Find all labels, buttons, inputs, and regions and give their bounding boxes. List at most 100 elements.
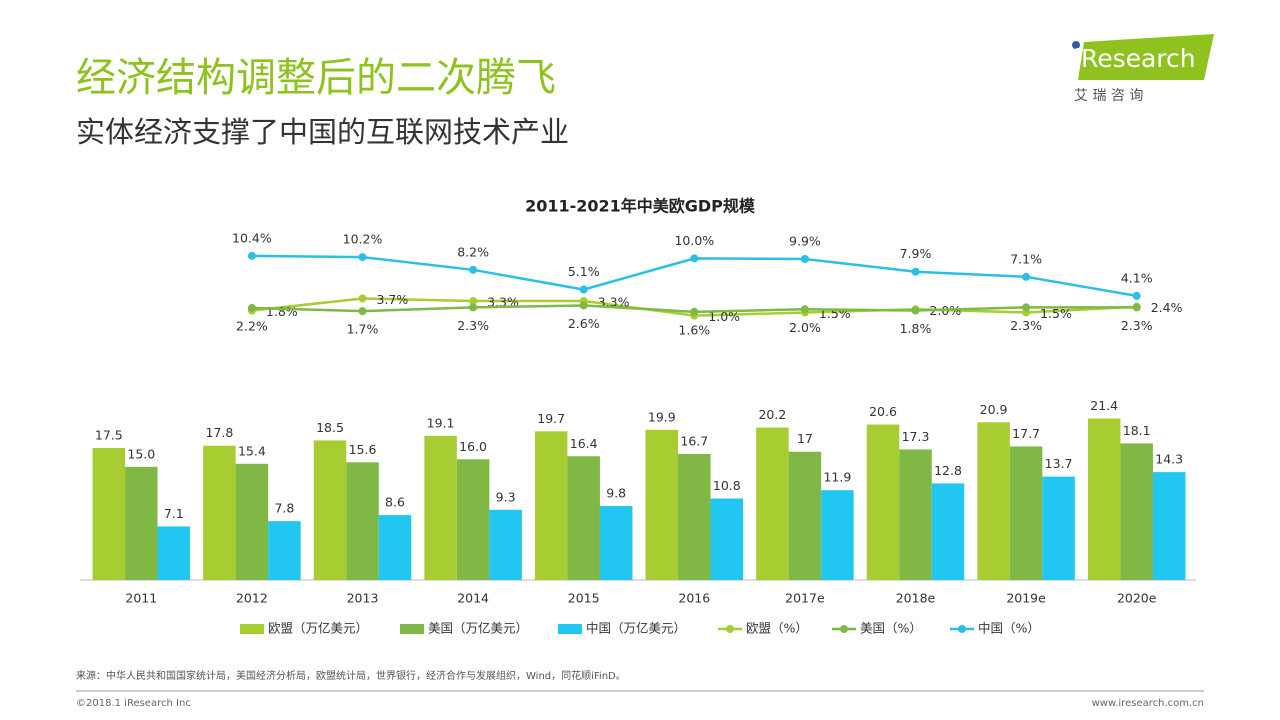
x-tick-label: 2013 [347, 591, 379, 606]
bar [788, 451, 822, 580]
slide-title: 经济结构调整后的二次腾飞 [76, 55, 556, 101]
bar [821, 490, 854, 580]
slide-subtitle: 实体经济支撑了中国的互联网技术产业 [76, 115, 569, 149]
bar [645, 429, 679, 580]
line-point [911, 306, 920, 315]
x-tick-label: 2017e [785, 591, 825, 606]
line-point [690, 254, 699, 263]
bar-label: 9.8 [606, 486, 626, 501]
bar [378, 515, 412, 580]
line-label: 7.1% [1010, 251, 1042, 266]
bar [1042, 476, 1075, 580]
x-tick-label: 2016 [678, 591, 710, 606]
x-tick-label: 2015 [568, 591, 600, 606]
bar [125, 466, 158, 580]
line-point [579, 301, 588, 310]
line-point [690, 307, 699, 316]
chart-title: 2011-2021年中美欧GDP规模 [525, 197, 756, 216]
bar [899, 449, 932, 580]
bar [424, 435, 457, 580]
bar-label: 15.6 [349, 442, 377, 457]
bar [1009, 446, 1043, 580]
bar [931, 483, 965, 580]
line-point [1132, 291, 1141, 300]
line-label: 10.0% [674, 233, 714, 248]
bar-label: 11.9 [823, 470, 851, 485]
bar-label: 7.8 [274, 501, 294, 516]
bar [977, 422, 1010, 580]
bar-label: 17.5 [95, 427, 123, 442]
line-point [800, 305, 809, 314]
copyright: ©2018.1 iResearch Inc [76, 698, 191, 709]
legend-label: 中国（万亿美元） [586, 621, 686, 636]
logo-badge [1078, 34, 1214, 80]
line-label: 2.3% [457, 318, 489, 333]
bar-label: 15.0 [127, 446, 155, 461]
bar-label: 7.1 [164, 506, 184, 521]
bar-label: 18.5 [316, 420, 344, 435]
bar-label: 9.3 [496, 489, 516, 504]
line-label: 1.5% [819, 306, 851, 321]
bar [1152, 472, 1186, 580]
bar-label: 19.7 [537, 411, 565, 426]
legend-swatch [840, 625, 848, 633]
line-label: 1.6% [678, 322, 710, 337]
bar [203, 445, 236, 580]
line-label: 5.1% [568, 264, 600, 279]
bar-label: 21.4 [1090, 398, 1118, 413]
bar [567, 456, 600, 580]
legend-swatch [400, 624, 424, 634]
x-tick-label: 2020e [1117, 591, 1157, 606]
line-label: 2.3% [1010, 318, 1042, 333]
legend-label: 欧盟（万亿美元） [268, 621, 368, 636]
line-point [579, 285, 588, 294]
line-label: 2.6% [568, 316, 600, 331]
bar [313, 440, 347, 580]
line-label: 3.7% [377, 292, 409, 307]
legend-swatch [726, 625, 734, 633]
line-point [358, 294, 367, 303]
bar-label: 17.7 [1012, 426, 1040, 441]
bar [866, 424, 900, 580]
bar-label: 16.7 [680, 433, 708, 448]
bar-label: 15.4 [238, 443, 266, 458]
line-point [469, 303, 478, 312]
legend-label: 美国（万亿美元） [428, 621, 528, 636]
legend-label: 欧盟（%） [746, 621, 808, 636]
bar-label: 17.3 [902, 429, 930, 444]
bar-label: 13.7 [1045, 456, 1073, 471]
bar [157, 526, 191, 580]
bar-label: 17.8 [205, 425, 233, 440]
bar-label: 16.0 [459, 439, 487, 454]
legend-swatch [240, 624, 264, 634]
bar [489, 509, 522, 580]
bar-label: 20.9 [980, 402, 1008, 417]
line-label: 7.9% [900, 246, 932, 261]
legend-label: 美国（%） [860, 621, 922, 636]
bar [268, 521, 301, 580]
line-point [469, 297, 478, 305]
bar-label: 20.2 [758, 407, 786, 422]
line-label: 2.4% [1151, 300, 1183, 315]
bar-label: 16.4 [570, 436, 598, 451]
bar-label: 8.6 [385, 495, 405, 510]
bar-label: 10.8 [713, 478, 741, 493]
bar [678, 453, 711, 580]
line-label: 1.7% [347, 322, 379, 337]
bar [710, 498, 744, 580]
line-point [247, 304, 256, 312]
bar-label: 19.9 [648, 409, 676, 424]
line-label: 1.8% [900, 321, 932, 336]
x-tick-label: 2014 [457, 591, 489, 606]
bar [756, 427, 789, 580]
bar-label: 19.1 [427, 415, 455, 430]
logo-brand: iResearch [1074, 44, 1196, 73]
bar [346, 462, 379, 580]
line-point [469, 265, 478, 274]
line-label: 2.3% [1121, 318, 1153, 333]
legend-swatch [558, 624, 582, 634]
line-label: 8.2% [457, 244, 489, 259]
x-tick-label: 2011 [125, 591, 157, 606]
